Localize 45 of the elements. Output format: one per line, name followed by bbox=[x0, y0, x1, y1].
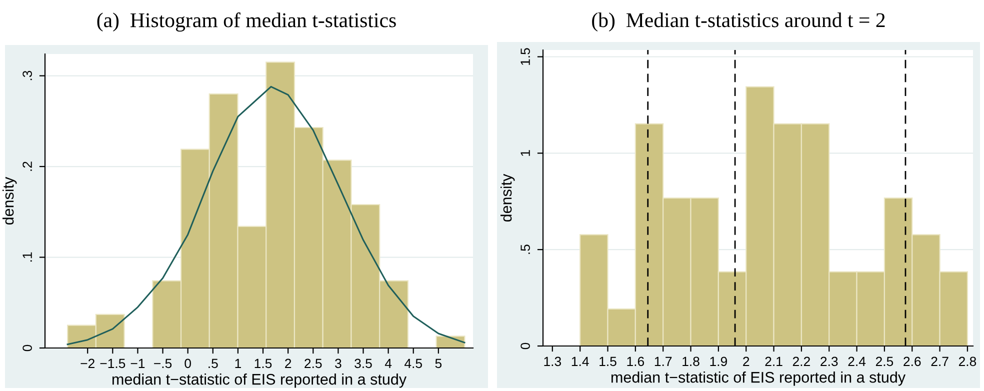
x-tick-label: 2.6 bbox=[904, 356, 921, 366]
x-tick-label: 1 bbox=[235, 358, 241, 368]
x-tick-label: 1.3 bbox=[544, 356, 561, 366]
x-tick-label: −1.5 bbox=[100, 358, 126, 368]
chart-title: (a) Histogram of median t-statistics bbox=[97, 12, 396, 32]
x-tick-label: 2.3 bbox=[820, 356, 838, 366]
x-tick-label: 2.4 bbox=[848, 356, 866, 366]
x-tick-label: .5 bbox=[208, 358, 218, 368]
chart-title: (b) Median t-statistics around t = 2 bbox=[592, 12, 885, 32]
x-tick-label: 1.7 bbox=[654, 356, 672, 366]
x-tick-label: 5 bbox=[435, 358, 442, 368]
x-tick-label: 2 bbox=[285, 358, 292, 368]
y-tick-label: .2 bbox=[22, 162, 32, 171]
y-axis-title: density bbox=[2, 176, 17, 225]
x-tick-label: 0 bbox=[184, 358, 191, 368]
x-tick-label: 2.2 bbox=[792, 356, 810, 366]
x-tick-label: 1.8 bbox=[682, 356, 700, 366]
x-tick-label: 1.6 bbox=[627, 356, 644, 366]
x-tick-label: −2 bbox=[80, 358, 94, 368]
x-tick-label: 2.8 bbox=[958, 356, 976, 366]
x-tick-label: −.5 bbox=[154, 358, 172, 368]
x-tick-label: 1.5 bbox=[254, 358, 272, 368]
x-tick-label: 1.4 bbox=[572, 356, 589, 366]
x-axis-title: median t−statistic of EIS reported in a study bbox=[112, 373, 407, 388]
y-tick-label: .1 bbox=[22, 252, 32, 262]
x-tick-label: 4 bbox=[384, 358, 392, 368]
y-tick-label: 1.5 bbox=[520, 48, 530, 65]
y-tick-label: .5 bbox=[520, 244, 530, 254]
x-tick-label: 2.7 bbox=[931, 356, 948, 366]
x-tick-label: 2.1 bbox=[765, 356, 782, 366]
x-tick-label: 2.5 bbox=[876, 356, 894, 366]
y-axis-title: density bbox=[500, 174, 515, 222]
y-tick-label: 1 bbox=[520, 150, 530, 156]
x-tick-label: 3.5 bbox=[354, 358, 372, 368]
x-tick-label: 3 bbox=[335, 358, 342, 368]
x-tick-label: 4.5 bbox=[404, 358, 422, 368]
y-tick-label: .3 bbox=[22, 70, 32, 80]
x-tick-label: 1.5 bbox=[600, 356, 616, 366]
x-tick-label: −1 bbox=[130, 358, 145, 368]
y-tick-label: 0 bbox=[22, 344, 32, 352]
x-tick-label: 2.5 bbox=[304, 358, 322, 368]
x-tick-label: 2 bbox=[743, 356, 750, 366]
x-axis-title: median t−statistic of EIS reported in a study bbox=[611, 371, 906, 386]
y-tick-label: 0 bbox=[520, 342, 530, 350]
x-tick-label: 1.9 bbox=[710, 356, 727, 366]
